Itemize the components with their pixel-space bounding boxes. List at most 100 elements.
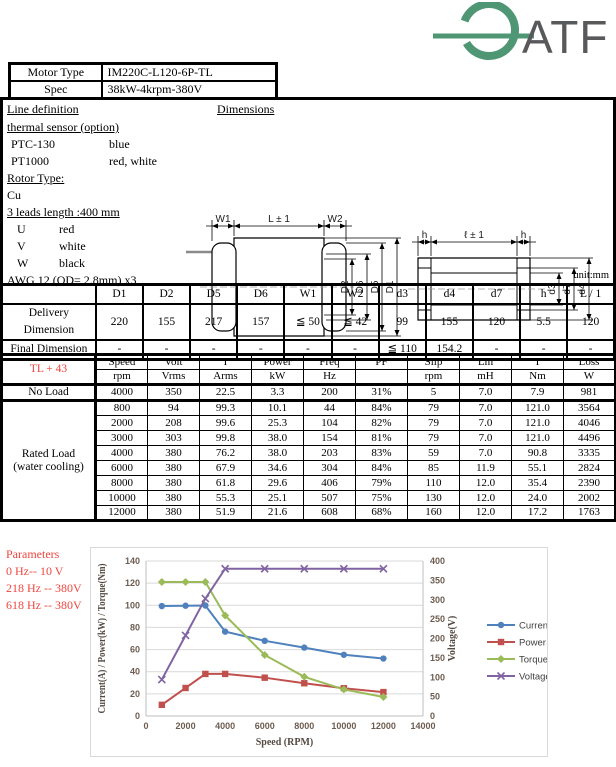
- line-definition-text: Rotor Type:: [7, 171, 65, 185]
- line-definition-row: PTC-130 blue: [7, 136, 187, 153]
- perf-unit-header: Vrms: [147, 369, 200, 386]
- line-definition-text: 3 leads length :400 mm: [7, 205, 120, 219]
- legend-label-torque: Torque: [519, 655, 547, 666]
- legend-label-power: Power: [519, 638, 546, 649]
- series-marker-current: [221, 628, 229, 635]
- perf-value-cell: 7.0: [459, 383, 512, 401]
- perf-value-cell: 208: [147, 415, 200, 431]
- series-marker-power: [261, 674, 268, 681]
- perf-value-cell: 5: [407, 383, 460, 401]
- perf-value-cell: 79: [407, 415, 460, 431]
- line-definition-text: Cu: [7, 188, 22, 202]
- perf-value-cell: 55.3: [199, 490, 252, 506]
- line-definition-list: thermal sensor (option) PTC-130 blue PT1000…: [7, 119, 187, 289]
- y-left-tick-label: 60: [130, 645, 140, 655]
- perf-unit-header: [355, 369, 408, 386]
- dim-label-w2: W2: [328, 214, 343, 225]
- y-right-tick-label: 400: [430, 556, 445, 566]
- perf-value-cell: 380: [147, 460, 200, 476]
- perf-value-cell: 380: [147, 475, 200, 491]
- table-row: 12000 380 51.9 21.6 608 68% 160 12.0 17.2 1763: [2, 505, 616, 521]
- line-definition-label: PTC-130: [11, 137, 56, 151]
- series-marker-power: [182, 684, 189, 692]
- dim-label-h-right: h: [521, 230, 527, 241]
- x-tick-label: 2000: [176, 721, 196, 731]
- perf-value-cell: 25.3: [251, 415, 304, 431]
- perf-value-cell: 3335: [563, 445, 616, 461]
- perf-value-cell: 11.9: [459, 460, 512, 476]
- perf-value-cell: 55.1: [511, 460, 564, 476]
- table-row: 4000 380 76.2 38.0 203 83% 59 7.0 90.8 3335: [2, 445, 616, 461]
- perf-value-cell: 94: [147, 399, 200, 416]
- dim-value-cell: 99: [377, 303, 427, 341]
- perf-value-cell: 200: [303, 383, 356, 401]
- table-row: Delivery Dimension 220 155 217 157 ≦ 50 ≦ 42 99…: [0, 303, 616, 341]
- y-right-tick-label: 100: [430, 672, 445, 682]
- y-right-tick-label: 250: [430, 614, 445, 624]
- perf-value-cell: 7.0: [459, 415, 512, 431]
- perf-group-label-line: (water cooling): [13, 460, 84, 473]
- table-row: Rated Load (water cooling) 800 94 99.3 10.1 44…: [1, 399, 616, 521]
- line-definition-title: Line definition: [7, 102, 79, 116]
- dim-column-header: W2: [330, 283, 380, 305]
- series-marker-torque: [379, 692, 388, 701]
- perf-value-cell: 8000: [95, 475, 148, 491]
- series-marker-current: [340, 651, 348, 658]
- table-row: No Load 4000 350 22.5 3.3 200 31% 5 7.0 7.9 981: [1, 383, 616, 401]
- perf-value-cell: 99.8: [199, 430, 252, 446]
- perf-value-cell: 380: [147, 505, 200, 521]
- perf-value-cell: 12000: [95, 505, 148, 521]
- table-row: 2000 208 99.6 25.3 104 82% 79 7.0 121.0 4046: [2, 415, 616, 431]
- perf-value-cell: 507: [303, 490, 356, 506]
- dim-row-label: Delivery Dimension: [0, 303, 97, 341]
- perf-group-label-line: Rated Load: [21, 447, 76, 460]
- perf-unit-header: W: [563, 369, 616, 386]
- perf-value-cell: 7.0: [459, 399, 512, 416]
- y-left-tick-label: 40: [130, 667, 140, 677]
- perf-column-header: Speed: [95, 354, 148, 370]
- line-definition-label: U: [17, 222, 26, 236]
- perf-value-cell: 4000: [95, 383, 148, 401]
- motor-type-value: IM220C-L120-6P-TL: [100, 62, 278, 82]
- perf-value-cell: 3.3: [251, 383, 304, 401]
- legend-label-current: Current: [519, 621, 547, 632]
- y-left-axis-title: Current(A) / Power(kW) / Torque(Nm): [97, 564, 108, 714]
- perf-value-cell: 10.1: [251, 399, 304, 416]
- series-marker-torque: [157, 578, 166, 587]
- logo-text: ATF: [522, 11, 608, 62]
- dim-value-cell: 120: [566, 303, 616, 341]
- legend-marker-current: [497, 621, 505, 629]
- line-definition-row: 3 leads length :400 mm: [7, 204, 187, 221]
- perf-group-label: No Load: [1, 383, 97, 401]
- motor-spec-table: Motor Type IM220C-L120-6P-TL Spec 38kW-4…: [8, 62, 278, 100]
- perf-value-cell: 6000: [95, 460, 148, 476]
- perf-value-cell: 10000: [95, 490, 148, 506]
- perf-value-cell: 203: [303, 445, 356, 461]
- perf-value-cell: 2002: [563, 490, 616, 506]
- parameter-line: 218 Hz -- 380V: [6, 581, 82, 595]
- y-left-tick-label: 80: [130, 622, 140, 632]
- dim-column-header: D1: [94, 283, 144, 305]
- perf-value-cell: 12.0: [459, 505, 512, 521]
- table-row: Motor Type IM220C-L120-6P-TL: [8, 62, 278, 82]
- perf-value-cell: 99.6: [199, 415, 252, 431]
- series-marker-current: [380, 655, 387, 662]
- series-marker-voltage: [157, 675, 166, 684]
- perf-value-cell: 4046: [563, 415, 616, 431]
- perf-value-cell: 76.2: [199, 445, 252, 461]
- legend-marker-torque: [497, 655, 505, 663]
- dimensions-title: Dimensions: [217, 102, 275, 116]
- perf-unit-header: Hz: [303, 369, 356, 386]
- perf-value-cell: 38.0: [251, 445, 304, 461]
- perf-column-header: Power: [251, 354, 304, 370]
- perf-value-cell: 67.9: [199, 460, 252, 476]
- line-definition-row: thermal sensor (option): [7, 119, 187, 136]
- performance-chart: 0 20 40 60 80 100 120 140 0 50 100 150 200 250 300 350 4…: [90, 547, 551, 757]
- perf-value-cell: 83%: [355, 445, 408, 461]
- performance-table: TL + 43 Speed Volt I Power Freq PF Slip Lm T Loss r…: [0, 353, 616, 522]
- perf-unit-header: rpm: [407, 369, 460, 386]
- perf-value-cell: 24.0: [511, 490, 564, 506]
- line-definition-value: white: [59, 239, 86, 253]
- parameter-line: 618 Hz -- 380V: [6, 598, 82, 612]
